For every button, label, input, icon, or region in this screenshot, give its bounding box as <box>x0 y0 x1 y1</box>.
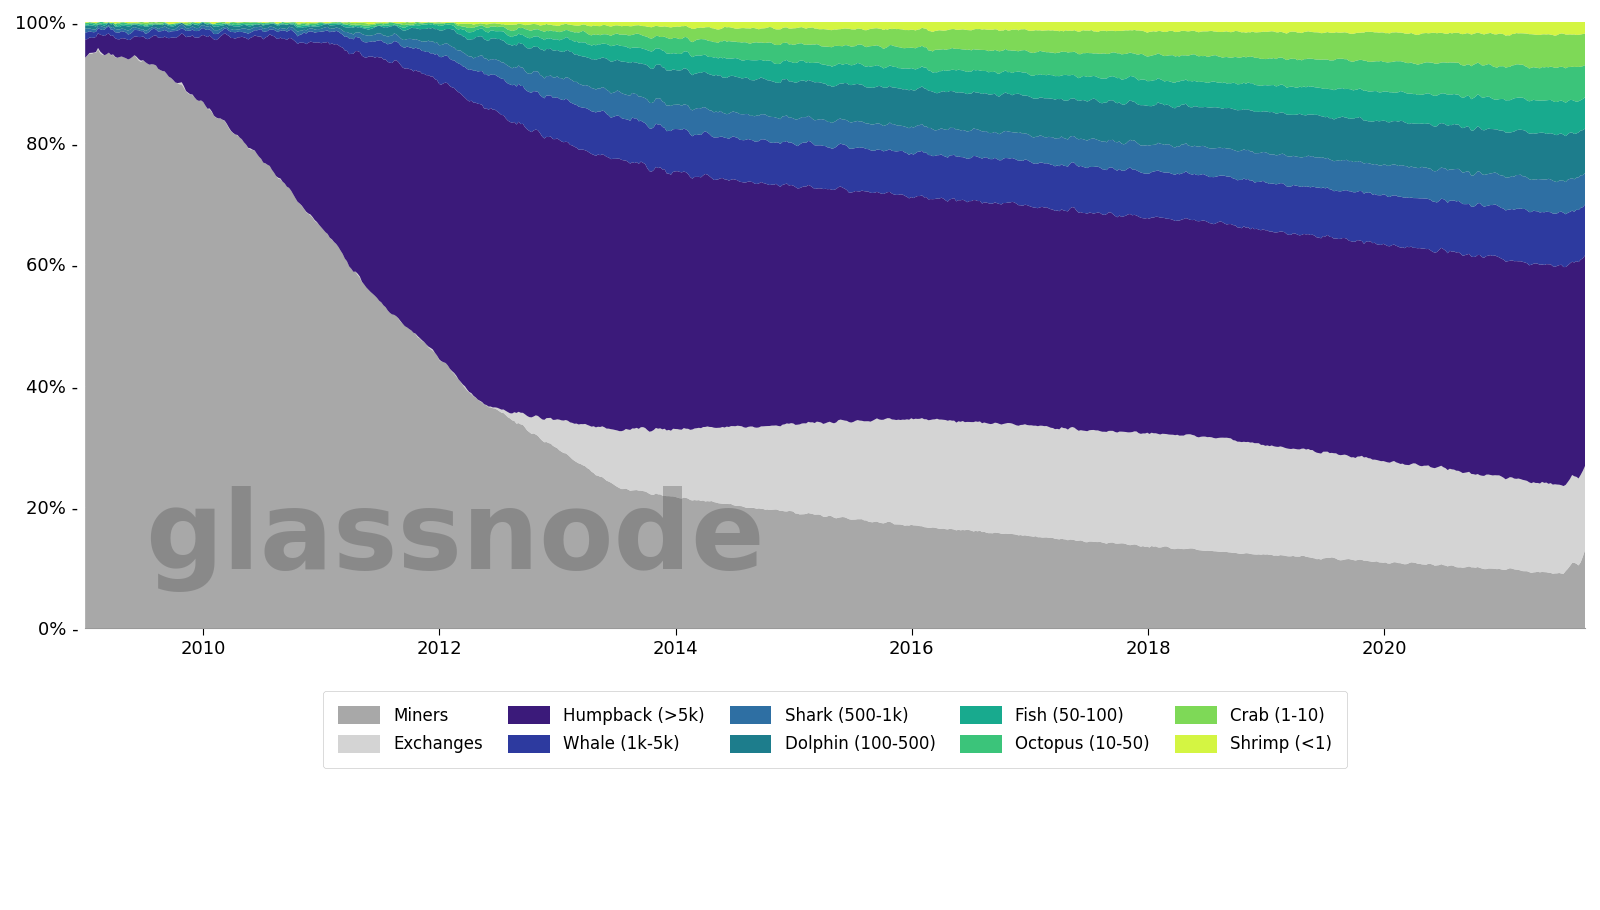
Legend: Miners, Exchanges, Humpback (>5k), Whale (1k-5k), Shark (500-1k), Dolphin (100-5: Miners, Exchanges, Humpback (>5k), Whale… <box>323 691 1347 768</box>
Text: glassnode: glassnode <box>146 486 765 592</box>
